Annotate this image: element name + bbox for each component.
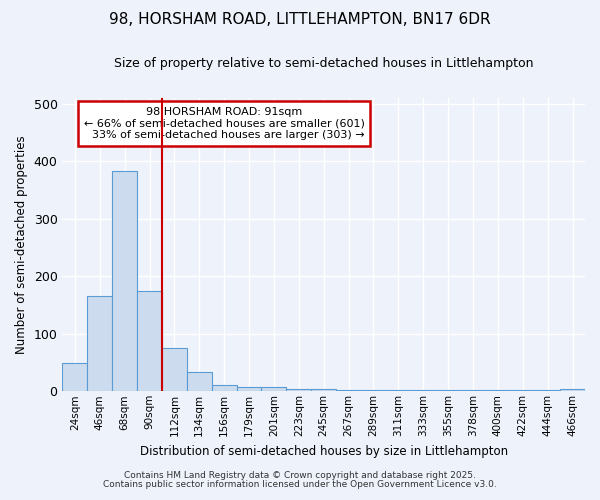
Y-axis label: Number of semi-detached properties: Number of semi-detached properties: [15, 136, 28, 354]
Title: Size of property relative to semi-detached houses in Littlehampton: Size of property relative to semi-detach…: [114, 58, 533, 70]
Bar: [560, 389, 585, 392]
Bar: [535, 390, 560, 392]
Bar: [336, 390, 361, 392]
Bar: [485, 390, 511, 392]
Bar: [361, 390, 386, 392]
Bar: [162, 348, 187, 392]
Bar: [187, 372, 212, 392]
Bar: [411, 390, 436, 392]
Text: Contains public sector information licensed under the Open Government Licence v3: Contains public sector information licen…: [103, 480, 497, 489]
Bar: [511, 390, 535, 392]
Bar: [88, 296, 112, 392]
Text: 98, HORSHAM ROAD, LITTLEHAMPTON, BN17 6DR: 98, HORSHAM ROAD, LITTLEHAMPTON, BN17 6D…: [109, 12, 491, 28]
Text: Contains HM Land Registry data © Crown copyright and database right 2025.: Contains HM Land Registry data © Crown c…: [124, 471, 476, 480]
Bar: [112, 171, 137, 392]
Bar: [311, 389, 336, 392]
Bar: [286, 389, 311, 392]
Bar: [461, 390, 485, 392]
Text: 98 HORSHAM ROAD: 91sqm  
← 66% of semi-detached houses are smaller (601)
  33% o: 98 HORSHAM ROAD: 91sqm ← 66% of semi-det…: [84, 107, 365, 140]
Bar: [262, 387, 286, 392]
Bar: [236, 387, 262, 392]
Bar: [137, 290, 162, 392]
Bar: [62, 362, 88, 392]
Bar: [212, 385, 236, 392]
Bar: [436, 390, 461, 392]
X-axis label: Distribution of semi-detached houses by size in Littlehampton: Distribution of semi-detached houses by …: [140, 444, 508, 458]
Bar: [386, 390, 411, 392]
